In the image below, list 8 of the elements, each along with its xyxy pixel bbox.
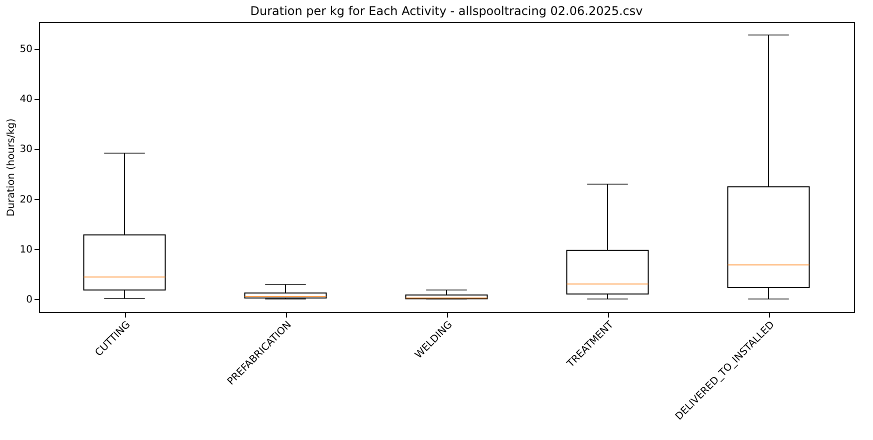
y-tick-label: 0 [26, 294, 32, 306]
y-axis-title: Duration (hours/kg) [6, 118, 17, 217]
y-tick-label: 10 [20, 244, 32, 256]
y-tick-label: 20 [20, 194, 32, 206]
y-tick-label: 30 [20, 144, 32, 156]
y-tick-label: 40 [20, 94, 32, 106]
y-tick-label: 50 [20, 44, 32, 56]
chart-title: Duration per kg for Each Activity - allspooltracing 02.06.2025.csv [250, 4, 643, 18]
